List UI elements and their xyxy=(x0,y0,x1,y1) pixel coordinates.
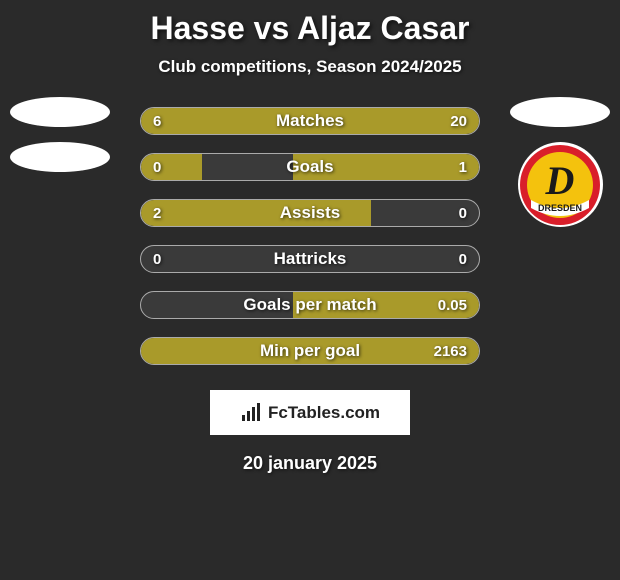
stat-row: 0.05 Goals per match xyxy=(140,291,480,319)
brand-text: FcTables.com xyxy=(268,403,380,423)
subtitle: Club competitions, Season 2024/2025 xyxy=(158,57,461,77)
stat-row: 2163 Min per goal xyxy=(140,337,480,365)
stat-label: Min per goal xyxy=(260,341,360,361)
stat-row: 0 0 Hattricks xyxy=(140,245,480,273)
stat-label: Matches xyxy=(276,111,344,131)
stat-fill-right xyxy=(219,108,479,134)
stats-column: 620Matches01Goals20Assists00Hattricks0.0… xyxy=(140,107,480,365)
stat-label: Hattricks xyxy=(274,249,347,269)
stats-wrapper: D DRESDEN 620Matches01Goals20Assists00Ha… xyxy=(0,107,620,365)
left-player-badges xyxy=(10,97,110,172)
stat-value-right: 0 xyxy=(459,251,467,268)
stat-row: 0 1 Goals xyxy=(140,153,480,181)
stat-value-left: 0 xyxy=(153,159,161,176)
right-player-badges: D DRESDEN xyxy=(510,97,610,227)
brand-logo: FcTables.com xyxy=(210,390,410,435)
footer-date: 20 january 2025 xyxy=(243,453,377,474)
stat-value-right: 2163 xyxy=(434,343,467,360)
comparison-card: Hasse vs Aljaz Casar Club competitions, … xyxy=(0,0,620,580)
club-badge: D DRESDEN xyxy=(518,142,603,227)
stat-row: 6 20 Matches xyxy=(140,107,480,135)
brand-chart-icon xyxy=(240,403,262,423)
page-title: Hasse vs Aljaz Casar xyxy=(150,10,469,47)
stat-value-left: 2 xyxy=(153,205,161,222)
stat-value-right: 20 xyxy=(450,113,467,130)
stat-fill-left xyxy=(141,154,202,180)
stat-row: 2 0 Assists xyxy=(140,199,480,227)
stat-value-right: 0.05 xyxy=(438,297,467,314)
stat-value-left: 0 xyxy=(153,251,161,268)
stat-value-left: 6 xyxy=(153,113,161,130)
stat-label: Assists xyxy=(280,203,340,223)
left-badge-1 xyxy=(10,97,110,127)
club-badge-svg: D DRESDEN xyxy=(519,144,601,226)
stat-label: Goals xyxy=(286,157,333,177)
stat-value-right: 0 xyxy=(459,205,467,222)
club-badge-banner: DRESDEN xyxy=(538,203,582,213)
right-badge-1 xyxy=(510,97,610,127)
stat-value-right: 1 xyxy=(459,159,467,176)
stat-label: Goals per match xyxy=(243,295,376,315)
club-badge-letter: D xyxy=(545,158,575,203)
left-badge-2 xyxy=(10,142,110,172)
